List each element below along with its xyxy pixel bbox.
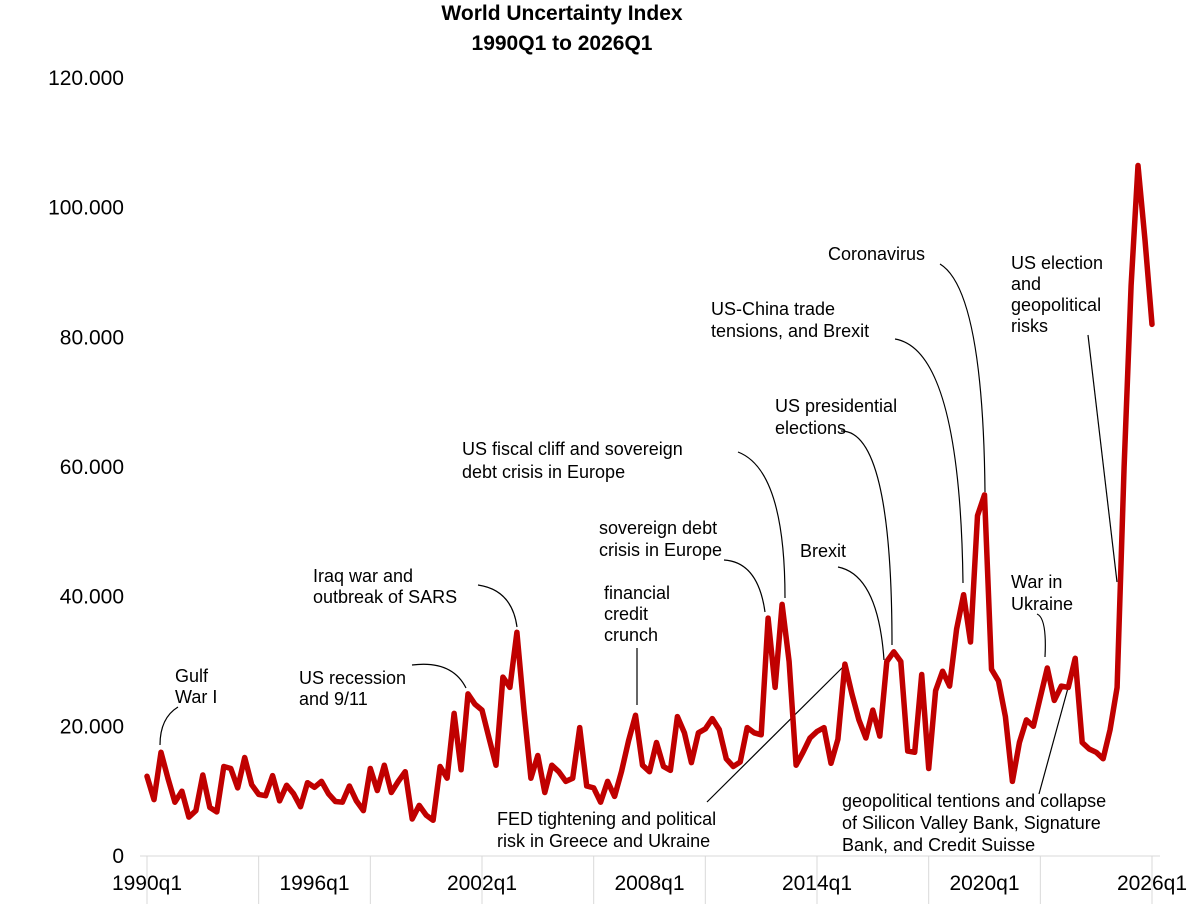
annotation-line: US-China trade [711, 299, 835, 319]
y-tick-label: 100.000 [48, 197, 124, 220]
annotation-label: US election and geopolitical risks [1011, 253, 1103, 336]
annotation-label: financial credit crunch [604, 583, 670, 645]
series-group [144, 162, 1155, 824]
annotations: Gulf War I US recession and 9/11 Iraq war an… [175, 244, 1106, 855]
annotation-line: US recession [299, 668, 406, 688]
annotation-line: debt crisis in Europe [462, 462, 625, 482]
annotation-label: FED tightening and political risk in Gree… [497, 809, 716, 851]
y-tick-label: 40.000 [60, 586, 124, 609]
annotation-line: US presidential [775, 396, 897, 416]
annotation-line: tensions, and Brexit [711, 321, 869, 341]
annotation-label: Iraq war and outbreak of SARS [313, 566, 457, 607]
annotation-line: War I [175, 687, 217, 707]
chart-title: World Uncertainty Index [441, 2, 683, 25]
y-tick-label: 80.000 [60, 326, 124, 349]
annotation-line: credit [604, 604, 648, 624]
annotation-line: FED tightening and political [497, 809, 716, 829]
chart-subtitle: 1990Q1 to 2026Q1 [471, 32, 653, 55]
annotation-label: US-China trade tensions, and Brexit [711, 299, 869, 341]
annotation-leader-line [723, 559, 766, 613]
annotation-line: of Silicon Valley Bank, Signature [842, 813, 1101, 833]
annotation-leader-line [939, 263, 986, 493]
annotation-line: Gulf [175, 666, 209, 686]
annotation-line: crisis in Europe [599, 540, 722, 560]
x-tick-label: 2002q1 [447, 872, 517, 895]
annotation-line: geopolitical tentions and collapse [842, 791, 1106, 811]
annotation-leader-line [1087, 334, 1118, 583]
x-tick-label: 1990q1 [112, 872, 182, 895]
annotation-line: US election [1011, 253, 1103, 273]
annotation-line: and [1011, 274, 1041, 294]
y-tick-label: 0 [112, 845, 124, 868]
annotation-label: sovereign debt crisis in Europe [599, 518, 722, 560]
annotation-leader-line [1036, 613, 1046, 658]
annotation-leader-line [477, 584, 518, 628]
y-tick-label: 60.000 [60, 456, 124, 479]
annotation-line: Brexit [800, 541, 846, 561]
annotation-line: US fiscal cliff and sovereign [462, 439, 683, 459]
annotation-label: US fiscal cliff and sovereign debt crisis… [462, 439, 683, 482]
annotation-line: risk in Greece and Ukraine [497, 831, 710, 851]
annotation-line: sovereign debt [599, 518, 717, 538]
y-tick-label: 20.000 [60, 715, 124, 738]
annotation-leader-line [159, 706, 179, 746]
annotation-line: outbreak of SARS [313, 587, 457, 607]
annotation-label: Brexit [800, 541, 846, 561]
annotation-line: risks [1011, 316, 1048, 336]
annotation-leaders [159, 263, 1118, 803]
annotation-leader-line [840, 430, 893, 646]
series-line [144, 162, 1155, 824]
annotation-line: financial [604, 583, 670, 603]
x-tick-label: 2020q1 [949, 872, 1019, 895]
x-tick-label: 2026q1 [1117, 872, 1187, 895]
annotation-label: Gulf War I [175, 666, 217, 707]
annotation-line: Ukraine [1011, 594, 1073, 614]
y-tick-label: 120.000 [48, 67, 124, 90]
annotation-line: Coronavirus [828, 244, 925, 264]
x-tick-label: 2014q1 [782, 872, 852, 895]
annotation-line: crunch [604, 625, 658, 645]
annotation-label: US presidential elections [775, 396, 897, 438]
annotation-line: elections [775, 418, 846, 438]
x-tick-label: 1996q1 [279, 872, 349, 895]
annotation-leader-line [737, 451, 786, 599]
annotation-leader-line [837, 566, 885, 661]
annotation-label: geopolitical tentions and collapse of Sil… [842, 791, 1106, 855]
annotation-line: War in [1011, 572, 1062, 592]
annotation-leader-line [894, 338, 964, 584]
x-tick-label: 2008q1 [614, 872, 684, 895]
annotation-line: Iraq war and [313, 566, 413, 586]
annotation-leader-line [411, 663, 467, 689]
annotation-label: War in Ukraine [1011, 572, 1073, 614]
annotation-line: geopolitical [1011, 295, 1101, 315]
annotation-label: US recession and 9/11 [299, 668, 406, 709]
annotation-label: Coronavirus [828, 244, 925, 264]
annotation-line: and 9/11 [299, 689, 368, 709]
annotation-leader-line [706, 664, 846, 803]
axes: 0 20.000 40.000 60.000 80.000 100.000 120.000 1… [48, 67, 1187, 904]
annotation-line: Bank, and Credit Suisse [842, 835, 1035, 855]
